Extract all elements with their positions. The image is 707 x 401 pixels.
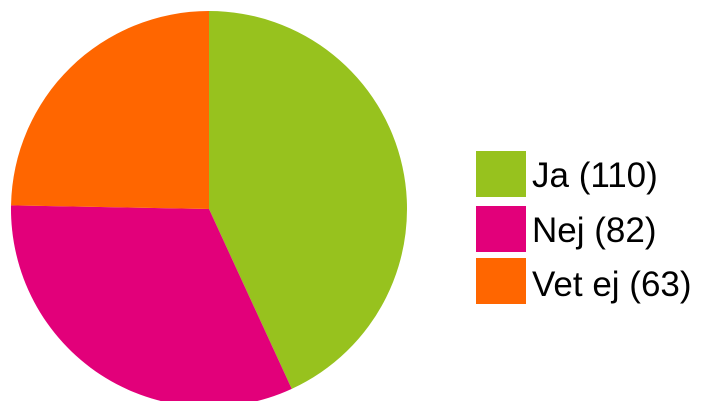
legend-label-ja: Ja (110)	[532, 156, 658, 195]
pie-slice-vet-ej	[11, 10, 210, 209]
pie-slice-ja	[209, 10, 408, 389]
pie-slices	[11, 10, 408, 401]
legend-swatch-nej	[476, 206, 526, 252]
legend-swatch-ja	[476, 151, 526, 197]
legend-label-vet-ej: Vet ej (63)	[532, 265, 692, 304]
legend-label-nej: Nej (82)	[532, 211, 656, 250]
legend: Ja (110) Nej (82) Vet ej (63)	[476, 151, 692, 304]
pie-slice-nej	[11, 205, 292, 401]
legend-swatch-vet-ej	[476, 258, 526, 304]
